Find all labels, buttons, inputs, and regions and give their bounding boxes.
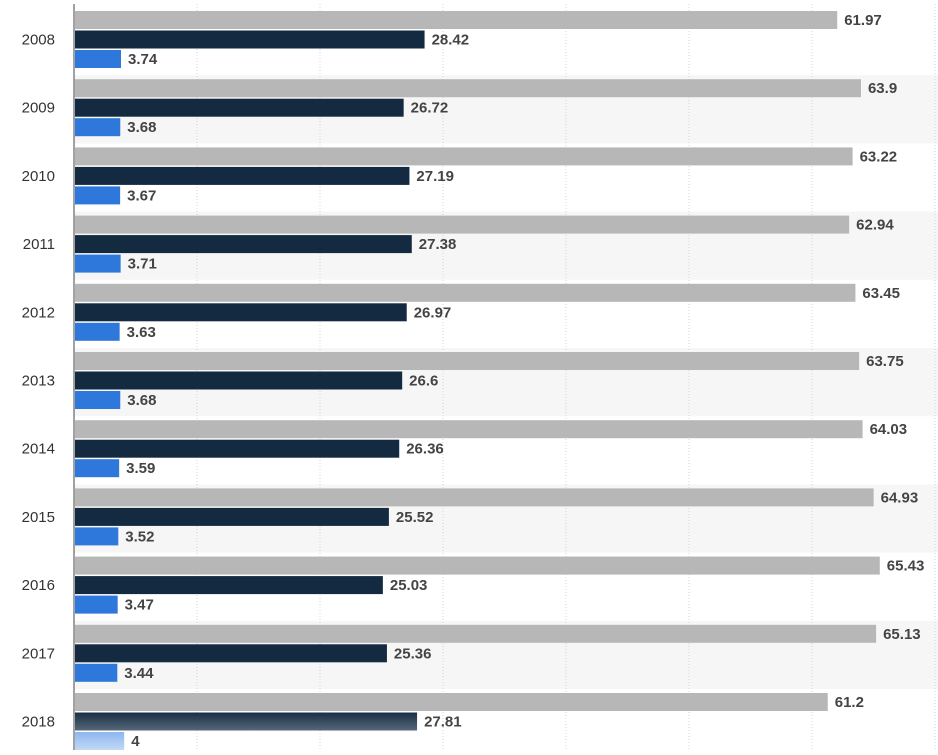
bar[interactable] <box>75 693 828 711</box>
bar[interactable] <box>75 556 880 575</box>
data-label: 26.72 <box>411 100 449 117</box>
bar[interactable] <box>75 644 387 663</box>
bars <box>75 11 880 750</box>
data-label: 26.36 <box>406 441 444 458</box>
bar[interactable] <box>75 576 383 595</box>
data-label: 3.52 <box>125 528 154 545</box>
category-label: 2012 <box>22 304 55 321</box>
data-label: 62.94 <box>856 217 894 234</box>
data-label: 28.42 <box>432 32 470 49</box>
bar[interactable] <box>75 595 118 614</box>
bar[interactable] <box>75 186 121 205</box>
bar[interactable] <box>75 30 425 49</box>
category-label: 2018 <box>22 714 55 731</box>
data-label: 63.22 <box>860 148 898 165</box>
bar[interactable] <box>75 79 861 98</box>
data-label: 3.47 <box>125 597 154 614</box>
value-labels: 61.97 28.42 3.74 63.9 26.72 3.68 63.22 27.19 3.6… <box>124 12 924 750</box>
data-label: 25.03 <box>390 577 428 594</box>
bar[interactable] <box>75 283 856 302</box>
bar[interactable] <box>75 215 850 234</box>
data-label: 26.6 <box>409 373 438 390</box>
category-label: 2016 <box>22 577 55 594</box>
data-label: 3.68 <box>127 119 156 136</box>
category-label: 2008 <box>22 32 55 49</box>
bar[interactable] <box>75 507 389 526</box>
bar[interactable] <box>75 166 410 185</box>
bar[interactable] <box>75 50 122 68</box>
data-label: 27.38 <box>419 236 457 253</box>
data-label: 25.52 <box>396 509 434 526</box>
bar[interactable] <box>75 118 121 137</box>
category-label: 2015 <box>22 509 55 526</box>
bar[interactable] <box>75 732 125 750</box>
data-label: 4 <box>131 733 140 750</box>
bar[interactable] <box>75 352 860 370</box>
data-label: 3.59 <box>126 460 155 477</box>
bar[interactable] <box>75 663 118 682</box>
data-label: 63.9 <box>868 80 897 97</box>
category-label: 2017 <box>22 645 55 662</box>
bar[interactable] <box>75 624 877 643</box>
data-label: 63.75 <box>866 353 904 370</box>
bar[interactable] <box>75 391 121 409</box>
data-label: 61.97 <box>844 12 882 29</box>
category-label: 2010 <box>22 168 55 185</box>
bar[interactable] <box>75 439 400 458</box>
data-label: 65.13 <box>883 626 921 643</box>
bar[interactable] <box>75 488 874 507</box>
data-label: 26.97 <box>414 304 452 321</box>
bar[interactable] <box>75 712 418 731</box>
bar[interactable] <box>75 420 863 439</box>
data-label: 3.74 <box>128 51 158 68</box>
bar[interactable] <box>75 527 119 546</box>
bar[interactable] <box>75 98 404 117</box>
bar[interactable] <box>75 322 120 341</box>
bar[interactable] <box>75 147 853 166</box>
data-label: 63.45 <box>862 285 900 302</box>
data-label: 65.43 <box>887 558 925 575</box>
category-label: 2009 <box>22 100 55 117</box>
bar[interactable] <box>75 459 120 478</box>
data-label: 27.81 <box>424 714 462 731</box>
category-label: 2014 <box>22 441 55 458</box>
bar[interactable] <box>75 235 412 254</box>
data-label: 61.2 <box>835 694 864 711</box>
category-label: 2011 <box>23 236 55 253</box>
bar[interactable] <box>75 11 838 29</box>
data-label: 64.03 <box>870 421 908 438</box>
category-label: 2013 <box>22 373 55 390</box>
data-label: 3.67 <box>127 187 156 204</box>
data-label: 25.36 <box>394 645 432 662</box>
data-label: 3.44 <box>124 665 154 682</box>
bar[interactable] <box>75 303 407 322</box>
data-label: 3.68 <box>127 392 156 409</box>
bar[interactable] <box>75 371 403 390</box>
data-label: 64.93 <box>881 489 919 506</box>
data-label: 3.63 <box>127 324 156 341</box>
data-label: 3.71 <box>128 256 157 273</box>
category-labels: 2008 2009 2010 2011 2012 2013 2014 2015 2016 2017… <box>22 32 55 731</box>
bar[interactable] <box>75 254 121 273</box>
data-label: 27.19 <box>416 168 454 185</box>
